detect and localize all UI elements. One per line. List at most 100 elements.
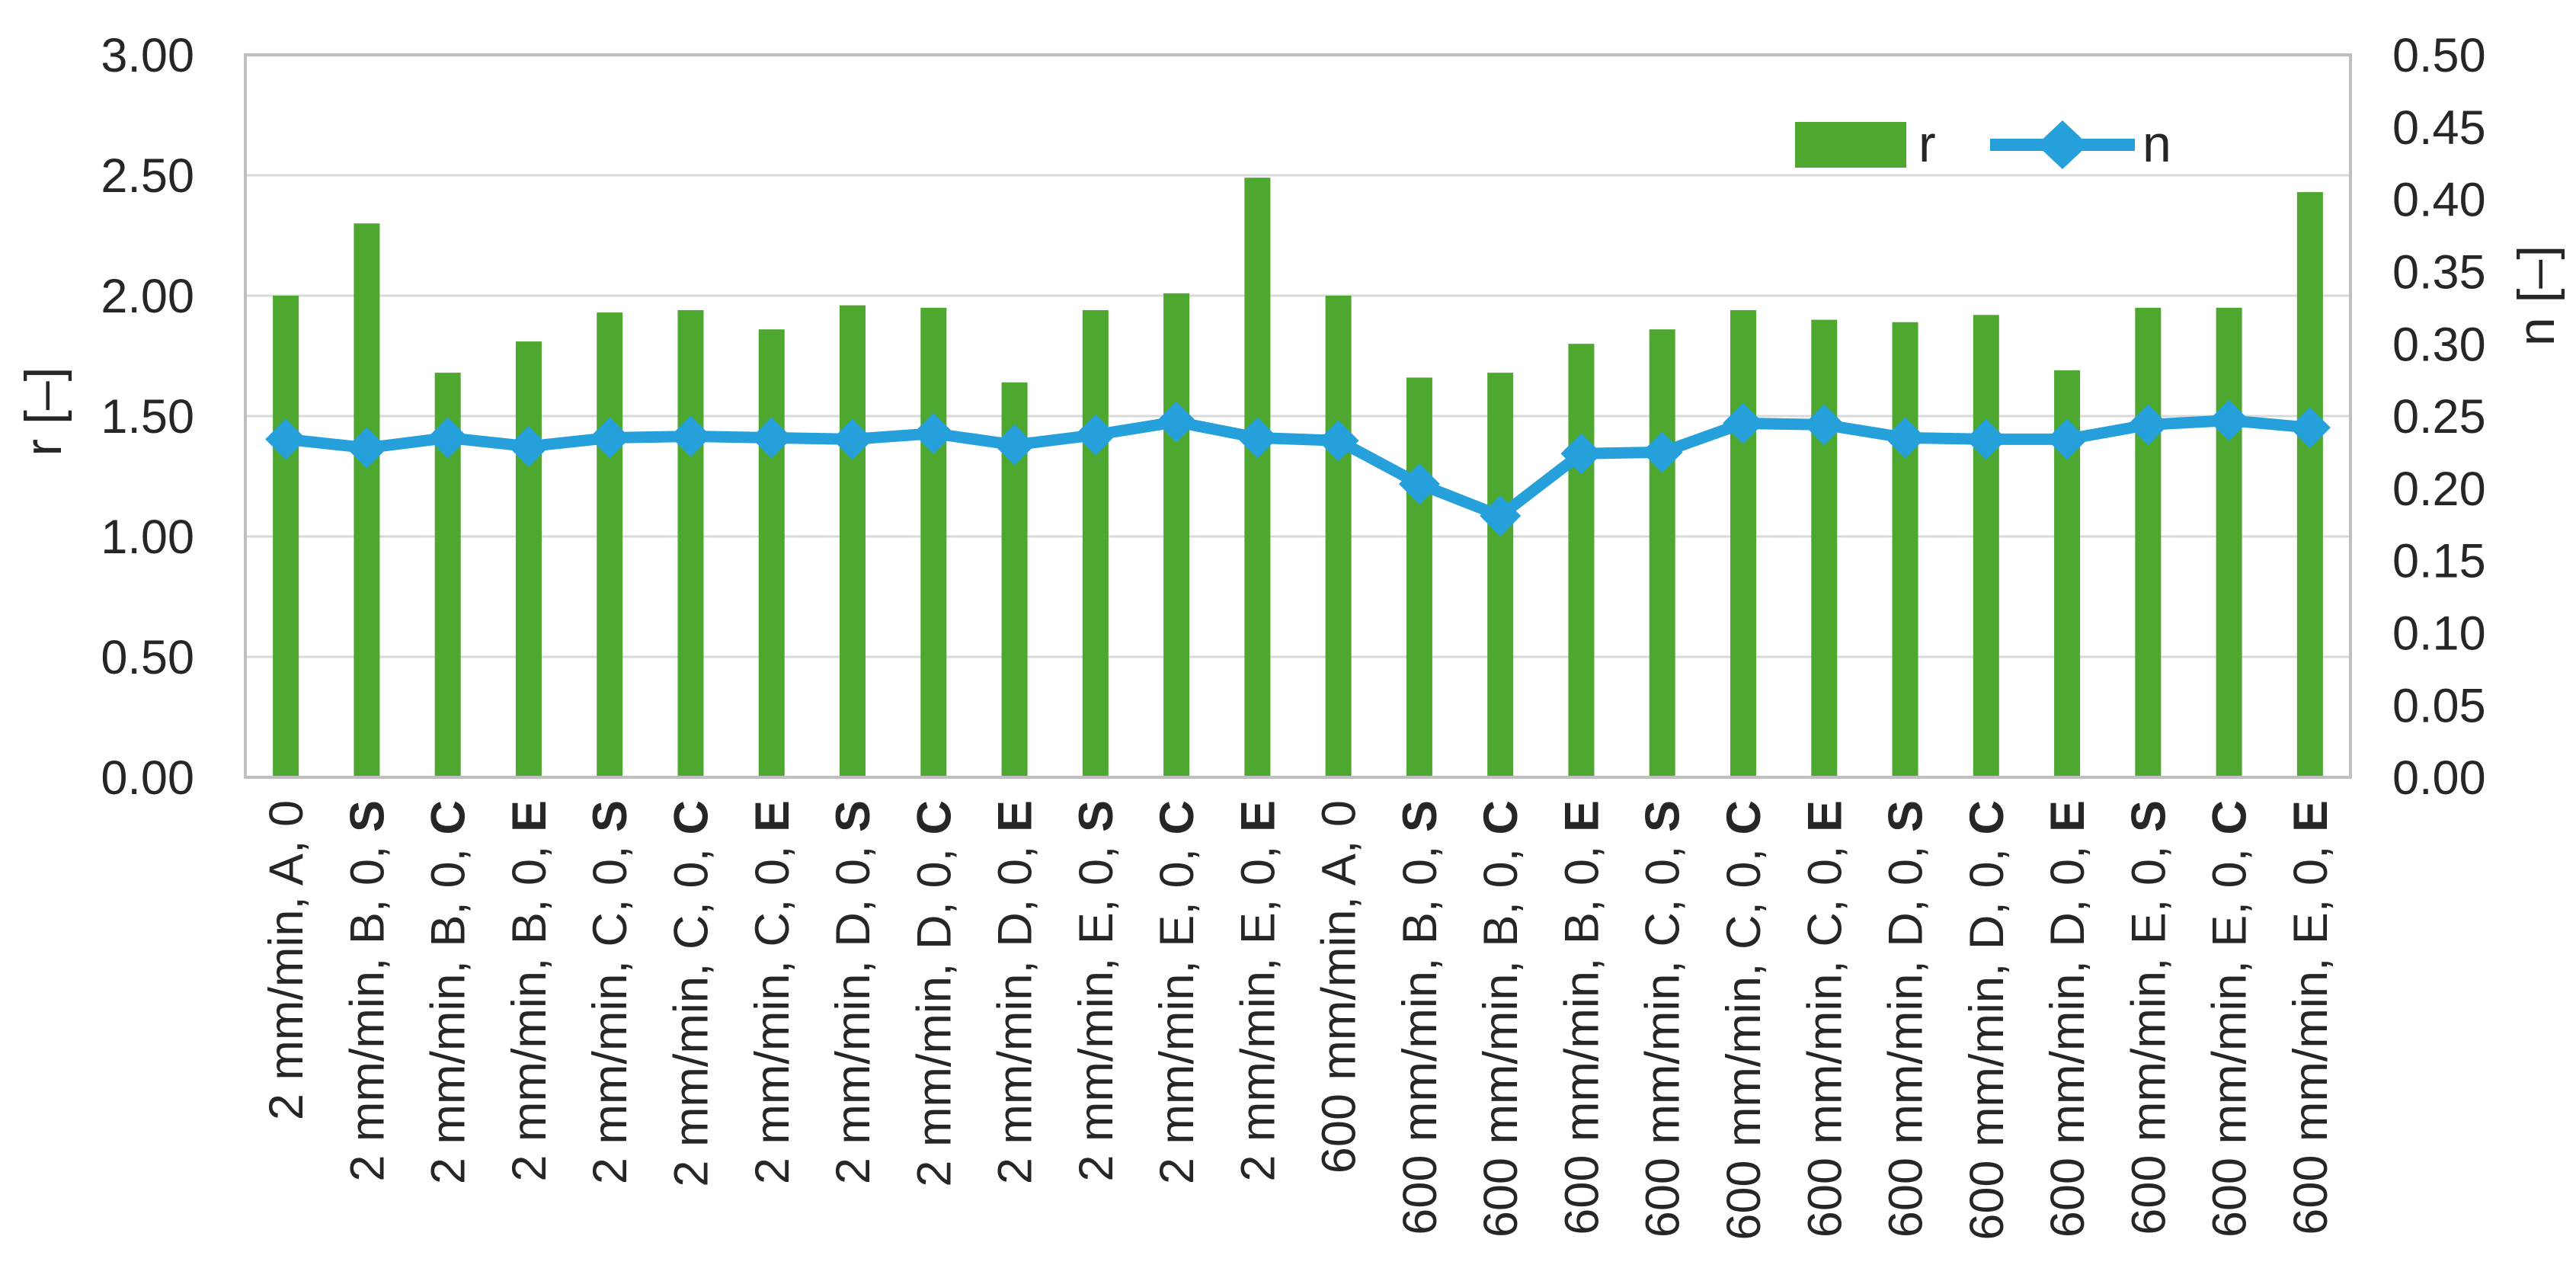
bar-series-r — [273, 178, 2323, 778]
line-path — [280, 415, 2316, 522]
bar — [1892, 322, 1918, 777]
bar — [1811, 319, 1838, 778]
category-label: 2 mm/min, D, 0, C — [907, 800, 961, 1187]
line-marker — [1480, 495, 1522, 536]
bar — [840, 305, 866, 777]
bar — [677, 309, 704, 778]
line-marker — [1237, 417, 1278, 459]
category-label: 2 mm/min, B, 0, E — [503, 800, 556, 1182]
category-label: 600 mm/min, B, 0, C — [1474, 800, 1528, 1238]
right-axis-tick-label: 0.00 — [2392, 751, 2486, 805]
bar — [1568, 344, 1595, 777]
right-axis-tick-label: 0.25 — [2392, 390, 2486, 444]
right-axis-tick-label: 0.45 — [2392, 101, 2486, 155]
line-marker — [2127, 404, 2169, 446]
left-axis-tick-label: 3.00 — [101, 29, 194, 82]
legend: r n — [1795, 115, 2171, 173]
right-axis-tick-label: 0.30 — [2392, 318, 2486, 371]
bar — [2296, 192, 2323, 777]
right-axis-title: n [–] — [2507, 245, 2565, 346]
category-label: 600 mm/min, C, 0, E — [1798, 800, 1851, 1238]
category-label: 600 mm/min, B, 0, E — [1555, 800, 1608, 1235]
line-marker — [1317, 420, 1359, 462]
category-label: 2 mm/min, D, 0, E — [989, 800, 1042, 1184]
category-label: 2 mm/min, C, 0, C — [664, 800, 718, 1187]
line-marker — [346, 427, 388, 469]
category-label: 600 mm/min, C, 0, S — [1637, 800, 1690, 1238]
line-marker — [589, 417, 631, 459]
category-label: 600 mm/min, E, 0, E — [2284, 800, 2338, 1235]
line-marker — [1884, 417, 1926, 459]
category-axis-labels: 2 mm/min, A, 0 2 mm/min, B, 0, S 2 mm/min,… — [260, 800, 2338, 1241]
bar — [1730, 309, 1756, 778]
line-marker — [1074, 414, 1116, 456]
bar — [1082, 309, 1109, 778]
category-label: 2 mm/min, E, 0, E — [1231, 800, 1285, 1182]
right-axis-tick-label: 0.05 — [2392, 679, 2486, 732]
line-marker — [670, 415, 712, 457]
left-axis-tick-label: 0.00 — [101, 751, 194, 805]
left-axis-tick-label: 2.00 — [101, 270, 194, 323]
legend-swatch-r — [1795, 122, 1906, 168]
left-axis-tick-label: 1.00 — [101, 511, 194, 564]
line-marker — [994, 424, 1035, 466]
bar — [758, 329, 785, 777]
bar — [920, 307, 947, 777]
line-marker — [1156, 401, 1198, 443]
category-label: 600 mm/min, B, 0, S — [1394, 800, 1447, 1235]
category-label: 600 mm/min, C, 0, C — [1717, 800, 1771, 1241]
bar — [2135, 307, 2162, 777]
line-marker — [2208, 399, 2250, 441]
category-label: 2 mm/min, E, 0, S — [1070, 800, 1123, 1182]
line-marker — [1722, 402, 1764, 444]
bar — [1244, 178, 1271, 777]
category-label: 2 mm/min, D, 0, S — [827, 800, 880, 1184]
gridlines — [245, 53, 2350, 779]
right-axis-tick-label: 0.35 — [2392, 245, 2486, 299]
line-marker — [265, 418, 307, 460]
line-marker — [507, 425, 549, 467]
line-marker — [2046, 418, 2088, 460]
category-label: 2 mm/min, B, 0, C — [422, 800, 475, 1184]
right-axis-tick-labels: 0.50 0.45 0.40 0.35 0.30 0.25 0.20 0.15 0.10 0.05… — [2392, 29, 2486, 805]
bar — [515, 341, 542, 777]
bar — [1325, 296, 1352, 777]
category-label: 2 mm/min, C, 0, S — [584, 800, 637, 1184]
line-marker — [913, 412, 955, 454]
category-label: 600 mm/min, E, 0, S — [2122, 800, 2175, 1235]
line-marker — [750, 417, 792, 459]
line-marker — [1398, 463, 1440, 505]
left-axis-tick-label: 0.50 — [101, 631, 194, 684]
category-label: 600 mm/min, E, 0, C — [2203, 800, 2257, 1238]
left-axis-tick-label: 1.50 — [101, 390, 194, 444]
line-marker — [832, 418, 874, 460]
plot-border — [244, 53, 2352, 779]
category-label: 2 mm/min, C, 0, E — [746, 800, 799, 1184]
legend-marker-n — [2037, 120, 2088, 169]
bar — [2216, 307, 2242, 777]
category-label: 600 mm/min, D, 0, E — [2041, 800, 2094, 1238]
right-axis-tick-label: 0.50 — [2392, 29, 2486, 82]
bar — [273, 296, 299, 777]
category-label: 2 mm/min, B, 0, S — [341, 800, 394, 1182]
legend-label-n: n — [2142, 115, 2171, 173]
bar — [354, 223, 380, 777]
line-marker — [2289, 407, 2331, 449]
bar — [1163, 293, 1190, 778]
category-label: 600 mm/min, D, 0, S — [1880, 800, 1933, 1238]
category-label: 2 mm/min, E, 0, C — [1150, 800, 1204, 1184]
line-marker — [1560, 433, 1602, 475]
line-marker — [427, 417, 469, 459]
bar — [1649, 329, 1675, 777]
left-axis-tick-labels: 3.00 2.50 2.00 1.50 1.00 0.50 0.00 — [101, 29, 194, 805]
right-axis-tick-label: 0.10 — [2392, 607, 2486, 660]
right-axis-tick-label: 0.15 — [2392, 535, 2486, 588]
right-axis-tick-label: 0.20 — [2392, 463, 2486, 516]
category-label: 2 mm/min, A, 0 — [260, 800, 313, 1120]
left-axis-tick-label: 2.50 — [101, 149, 194, 203]
bar — [1487, 373, 1514, 777]
category-label: 600 mm/min, D, 0, C — [1960, 800, 2014, 1241]
category-label: 600 mm/min, A, 0 — [1313, 800, 1366, 1174]
bar — [1406, 377, 1432, 777]
